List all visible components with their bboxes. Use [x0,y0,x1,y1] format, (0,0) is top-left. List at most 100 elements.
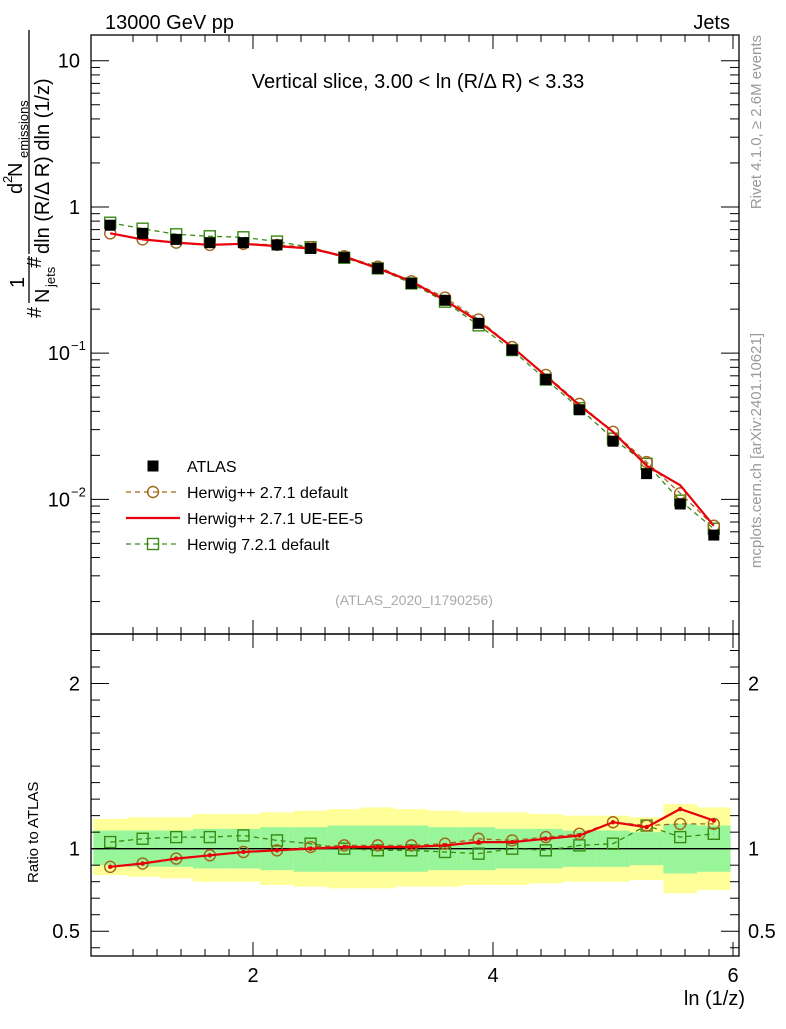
point-atlas [237,237,249,249]
ratio-point-herwig-7-2-1-default [169,830,183,844]
point-herwig-2-7-1-default [640,455,653,469]
ratio-y-tick-label-right: 2 [748,674,759,696]
ratio-line-herwig-7-2-1-default [110,824,714,855]
ratio-marks [103,806,720,874]
ratio-point-herwig-2-7-1-ue-ee-5 [140,861,145,866]
ratio-axes: 2 4 6 2 2 1 1 0.5 0.5 [52,634,776,987]
legend-marker-herwig-7-2-1-default [146,537,160,551]
ratio-point-herwig-7-2-1-default [707,827,720,841]
legend: ATLAS Herwig++ 2.7.1 default Herwig++ 2.7.… [126,459,363,554]
ratio-point-herwig-7-2-1-default [203,830,217,844]
point-atlas [540,374,552,386]
ylabel-jets: jets [43,266,58,288]
ratio-point-herwig-2-7-1-ue-ee-5 [274,848,280,853]
ratio-point-herwig-7-2-1-default [136,832,149,845]
point-atlas [439,294,451,306]
y-tick-label: 10 [58,51,80,73]
ylabel-hash-1: # [24,306,46,318]
ratio-point-herwig-7-2-1-default [674,830,687,844]
ratio-point-herwig-2-7-1-default [304,840,317,854]
point-atlas [641,468,653,480]
ratio-point-herwig-7-2-1-default [270,834,284,847]
process-label: Jets [693,12,730,34]
ratio-point-herwig-2-7-1-ue-ee-5 [375,844,380,850]
ratio-point-herwig-2-7-1-ue-ee-5 [678,806,683,812]
ratio-point-herwig-2-7-1-ue-ee-5 [108,864,113,870]
ratio-point-herwig-7-2-1-default [472,847,485,860]
y-tick-label: 1 [69,197,80,219]
ratio-point-herwig-2-7-1-ue-ee-5 [241,849,246,855]
ratio-point-herwig-7-2-1-default [338,842,351,855]
ylabel-one: 1 [7,277,29,288]
ylabel-emissions: emissions [16,100,31,158]
ylabel-n: N [32,289,54,303]
ylabel-two: 2 [0,176,15,183]
ratio-point-herwig-2-7-1-default [674,817,687,831]
ratio-point-herwig-2-7-1-ue-ee-5 [174,856,179,861]
ratio-point-herwig-2-7-1-ue-ee-5 [442,843,448,848]
y-tick-exponent: −2 [71,484,86,499]
ratio-point-herwig-2-7-1-default [438,837,452,850]
point-atlas [405,277,417,289]
ylabel-d2n: d [5,183,27,194]
ratio-point-herwig-2-7-1-ue-ee-5 [342,844,347,850]
series-line-herwig-2-7-1-ue-ee-5 [109,232,715,527]
side-rivet-label: Rivet 4.1.0, ≥ 2.6M events [748,35,765,209]
point-atlas [708,529,720,541]
ratio-point-herwig-2-7-1-ue-ee-5 [644,825,649,830]
y-axis-label-ratio: Ratio to ATLAS [25,782,42,883]
ratio-point-herwig-2-7-1-default [506,834,519,847]
legend-marker-herwig-2-7-1-default [146,485,160,499]
side-mcplots-label: mcplots.cern.ch [arXiv:2401.10621] [748,333,765,568]
ratio-point-herwig-2-7-1-ue-ee-5 [610,820,616,825]
ratio-point-herwig-2-7-1-ue-ee-5 [409,844,414,850]
ratio-point-herwig-2-7-1-ue-ee-5 [543,836,548,841]
point-atlas [137,227,149,239]
ylabel-hash-2: # [24,256,46,268]
ratio-plot: 2 4 6 2 2 1 1 0.5 0.5 Ratio to ATLAS [25,633,776,987]
point-atlas [473,317,485,329]
ratio-y-tick-label: 1 [69,839,80,861]
ratio-point-herwig-2-7-1-ue-ee-5 [577,833,582,838]
point-atlas [204,237,216,249]
chart-title: Vertical slice, 3.00 < ln (R/Δ R) < 3.33 [252,71,584,93]
ratio-point-herwig-2-7-1-ue-ee-5 [308,846,313,851]
ratio-point-herwig-2-7-1-default [405,839,418,852]
legend-label-herwig-7-2-1-default: Herwig 7.2.1 default [187,537,330,554]
ratio-point-herwig-2-7-1-ue-ee-5 [476,839,481,845]
point-atlas [104,219,116,231]
ratio-y-tick-label-right: 1 [748,839,759,861]
ratio-point-herwig-7-2-1-default [237,829,250,842]
y-tick-exponent: −1 [71,338,86,353]
point-atlas [271,239,283,251]
point-atlas [305,242,317,254]
ratio-point-herwig-2-7-1-default [539,830,552,844]
y-tick-label: 10 [48,343,70,365]
point-atlas [338,252,350,264]
ratio-frame [90,633,740,957]
x-tick-label: 2 [247,965,258,987]
ratio-y-tick-label-right: 0.5 [748,921,776,943]
series-line-herwig-2-7-1-default [110,232,715,527]
x-tick-label: 4 [487,965,498,987]
ratio-point-herwig-2-7-1-default [371,839,384,852]
legend-label-atlas: ATLAS [187,459,237,476]
ratio-point-herwig-2-7-1-default [338,839,351,852]
x-axis-label: ln (1/z) [684,988,745,1010]
analysis-id: (ATLAS_2020_I1790256) [335,592,493,608]
ratio-point-herwig-7-2-1-default [606,837,620,850]
ylabel-n2: N [5,163,27,177]
ratio-point-herwig-7-2-1-default [103,835,117,849]
series-line-herwig-7-2-1-default [110,222,715,530]
legend-marker-atlas [147,460,159,472]
ratio-point-herwig-7-2-1-default [539,844,552,857]
energy-label: 13000 GeV pp [105,12,234,34]
point-atlas [573,404,585,416]
y-tick-label: 10 [48,489,70,511]
ylabel-denominator: dln (R/Δ R) dln (1/z) [32,78,54,254]
x-tick-label: 6 [727,965,738,987]
point-atlas [607,435,619,447]
